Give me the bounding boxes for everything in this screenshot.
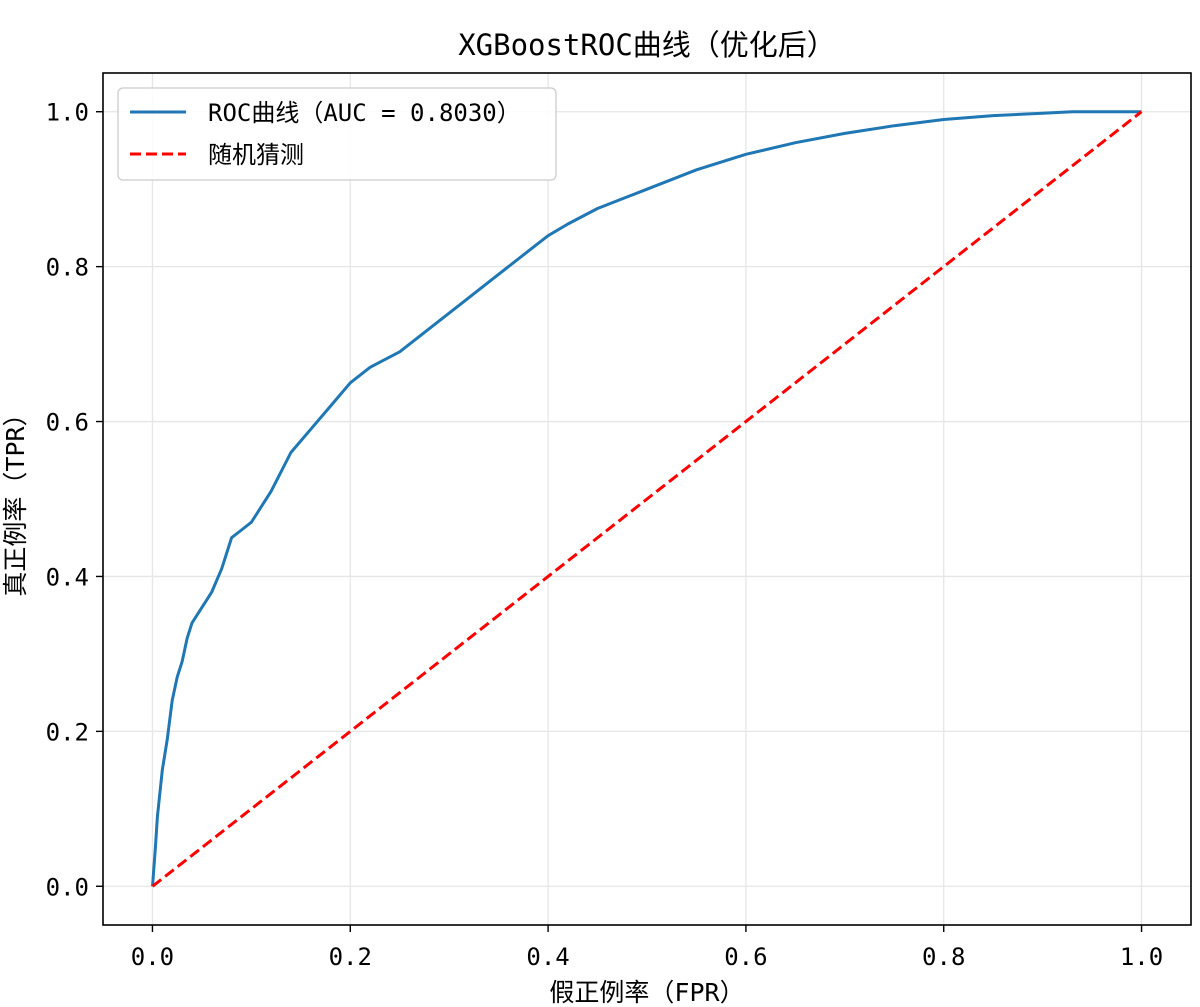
y-axis-label: 真正例率（TPR） — [1, 401, 30, 596]
y-tick-label: 0.8 — [46, 254, 89, 282]
legend-entry-label: ROC曲线（AUC = 0.8030） — [208, 99, 521, 127]
random-guess-line — [151, 110, 1143, 888]
legend: ROC曲线（AUC = 0.8030） 随机猜测 — [117, 87, 557, 181]
legend-box — [117, 87, 557, 181]
legend-entry-label: 随机猜测 — [208, 141, 304, 169]
x-tick-label: 0.8 — [922, 943, 965, 971]
axis-ticks: 0.0 0.2 0.4 0.6 0.8 1.0 0.0 0.2 0.4 0.6 0.8 1.0 — [46, 99, 1164, 971]
x-tick-label: 0.6 — [724, 943, 767, 971]
y-tick-label: 0.2 — [46, 718, 89, 746]
x-tick-label: 1.0 — [1120, 943, 1163, 971]
roc-curve-line — [151, 110, 1142, 887]
x-tick-label: 0.4 — [526, 943, 569, 971]
x-tick-label: 0.0 — [131, 943, 174, 971]
series-layer — [151, 110, 1143, 888]
x-tick-label: 0.2 — [329, 943, 372, 971]
y-tick-label: 0.0 — [46, 873, 89, 901]
y-tick-label: 0.6 — [46, 409, 89, 437]
x-axis-label: 假正例率（FPR） — [549, 978, 744, 1007]
y-tick-label: 1.0 — [46, 99, 89, 127]
chart-title: XGBoostROC曲线（优化后） — [458, 28, 836, 62]
y-tick-label: 0.4 — [46, 563, 89, 591]
plot-frame — [102, 72, 1192, 926]
